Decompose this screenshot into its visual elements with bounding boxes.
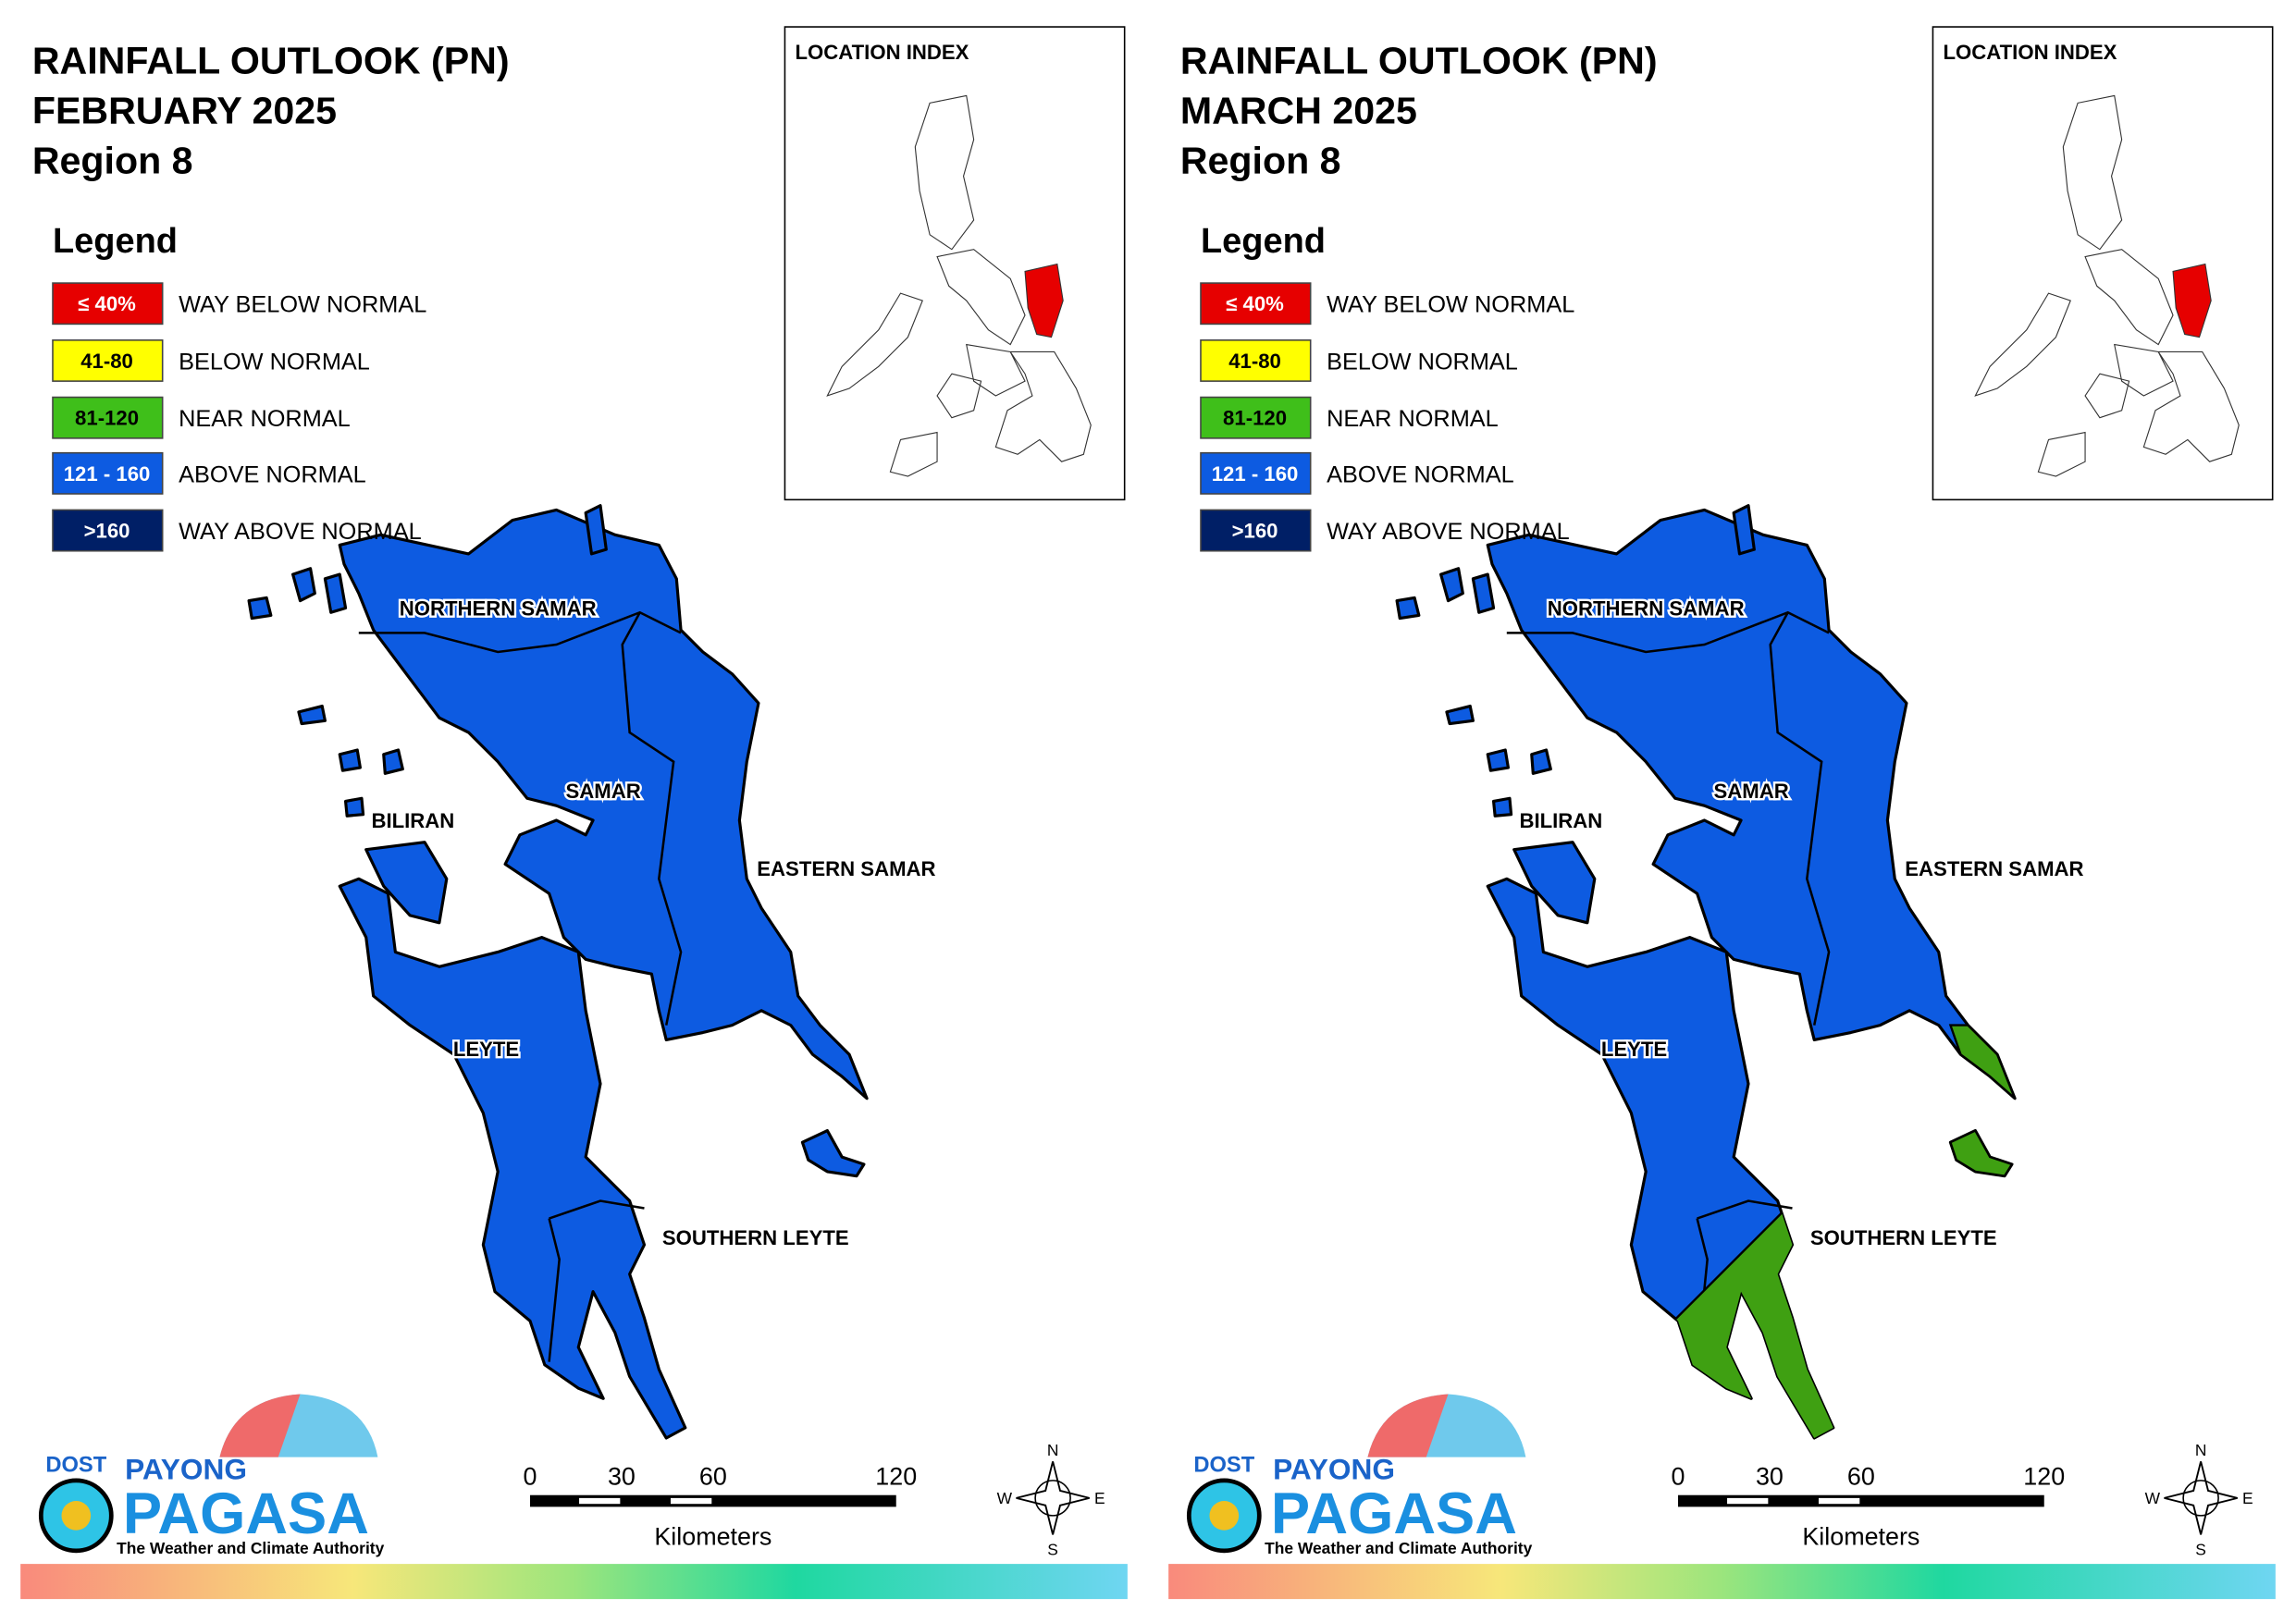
legend-range: ≤ 40% bbox=[1226, 292, 1284, 315]
legend-range: 41-80 bbox=[80, 350, 133, 373]
scale-bar-segment bbox=[1727, 1497, 1769, 1505]
legend-swatch bbox=[52, 339, 164, 382]
footer-gradient bbox=[1168, 1564, 2276, 1600]
compass-ring bbox=[2182, 1480, 2219, 1517]
map-title: FEBRUARY 2025 bbox=[32, 90, 337, 132]
compass-letter: N bbox=[1047, 1441, 1059, 1459]
province-label: BILIRAN bbox=[1519, 809, 1602, 832]
compass-letter: S bbox=[1047, 1541, 1058, 1559]
scale-bar-segment bbox=[670, 1497, 712, 1505]
province-label: EASTERN SAMAR bbox=[1905, 857, 2083, 880]
scale-bar bbox=[1678, 1494, 2044, 1507]
logo-tagline: The Weather and Climate Authority bbox=[1265, 1539, 1532, 1557]
scale-bar bbox=[530, 1494, 896, 1507]
province-label: LEYTE bbox=[453, 1038, 519, 1061]
near-normal-area bbox=[1948, 1024, 2017, 1177]
compass-letter: N bbox=[2195, 1441, 2207, 1459]
legend-label: WAY ABOVE NORMAL bbox=[179, 519, 422, 545]
location-index-title: LOCATION INDEX bbox=[796, 41, 969, 64]
legend-label: WAY BELOW NORMAL bbox=[179, 292, 426, 318]
map-title: Region 8 bbox=[1180, 139, 1341, 181]
panel: LOCATION INDEX RAINFALL OUTLOOK (PN) FEBRU… bbox=[20, 26, 1128, 1600]
compass-letter: W bbox=[997, 1489, 1013, 1507]
legend-swatch bbox=[1200, 451, 1312, 495]
legend-label: WAY ABOVE NORMAL bbox=[1327, 519, 1570, 545]
scale-tick-label: 120 bbox=[2023, 1463, 2065, 1491]
province-label: NORTHERN SAMAR bbox=[1548, 596, 1745, 620]
logo-agency: DOST bbox=[45, 1453, 106, 1477]
legend-swatch bbox=[52, 396, 164, 439]
scale-bar-segment bbox=[579, 1497, 621, 1505]
compass-letter: W bbox=[2145, 1489, 2161, 1507]
location-index-title: LOCATION INDEX bbox=[1944, 41, 2117, 64]
legend-range: ≤ 40% bbox=[78, 292, 136, 315]
logo-brand-top: PAYONG bbox=[125, 1452, 247, 1485]
logo-brand: PAGASA bbox=[1271, 1482, 1517, 1546]
scale-unit: Kilometers bbox=[1802, 1523, 1920, 1551]
compass-rose bbox=[1016, 1461, 1090, 1535]
legend-range: 81-120 bbox=[1223, 407, 1287, 430]
province-label: LEYTE bbox=[1601, 1038, 1667, 1061]
legend-label: ABOVE NORMAL bbox=[1327, 461, 1514, 487]
legend-title: Legend bbox=[53, 222, 178, 261]
legend-range: >160 bbox=[84, 519, 130, 542]
scale-tick-label: 30 bbox=[608, 1463, 636, 1491]
compass-ring bbox=[1034, 1480, 1071, 1517]
logo-umbrella bbox=[219, 1394, 301, 1457]
scale-tick-label: 30 bbox=[1756, 1463, 1784, 1491]
legend-range: 121 - 160 bbox=[1212, 462, 1299, 486]
province-label: SAMAR bbox=[1714, 780, 1789, 803]
legend-label: BELOW NORMAL bbox=[1327, 349, 1518, 375]
logo-agency: DOST bbox=[1193, 1453, 1254, 1477]
legend-title: Legend bbox=[1201, 222, 1326, 261]
province-label: SAMAR bbox=[566, 780, 641, 803]
legend-label: BELOW NORMAL bbox=[179, 349, 370, 375]
region-map bbox=[249, 506, 867, 1438]
map-title: RAINFALL OUTLOOK (PN) bbox=[32, 40, 510, 82]
legend-swatch bbox=[52, 282, 164, 326]
scale-bar-segment bbox=[1818, 1497, 1860, 1505]
logo-brand: PAGASA bbox=[123, 1482, 369, 1546]
province-label: EASTERN SAMAR bbox=[757, 857, 935, 880]
legend-label: NEAR NORMAL bbox=[1327, 406, 1499, 432]
scale-unit: Kilometers bbox=[654, 1523, 772, 1551]
legend-label: NEAR NORMAL bbox=[179, 406, 351, 432]
compass-letter: E bbox=[2242, 1489, 2253, 1507]
compass-rose bbox=[2164, 1461, 2238, 1535]
panel: LOCATION INDEX RAINFALL OUTLOOK (PN) MARCH… bbox=[1168, 26, 2276, 1600]
legend-swatch bbox=[1200, 339, 1312, 382]
legend-range: 41-80 bbox=[1228, 350, 1281, 373]
legend-label: WAY BELOW NORMAL bbox=[1327, 292, 1574, 318]
legend-swatch bbox=[1200, 282, 1312, 326]
logo-seal bbox=[1209, 1501, 1240, 1531]
compass-letter: S bbox=[2195, 1541, 2206, 1559]
legend-swatch bbox=[52, 509, 164, 552]
scale-tick-label: 0 bbox=[524, 1463, 537, 1491]
logo-tagline: The Weather and Climate Authority bbox=[117, 1539, 384, 1557]
legend-range: 81-120 bbox=[75, 407, 139, 430]
province-label: NORTHERN SAMAR bbox=[400, 596, 597, 620]
scale-tick-label: 0 bbox=[1672, 1463, 1685, 1491]
map-title: RAINFALL OUTLOOK (PN) bbox=[1180, 40, 1658, 82]
legend-swatch bbox=[1200, 509, 1312, 552]
map-title: Region 8 bbox=[32, 139, 193, 181]
map-title: MARCH 2025 bbox=[1180, 90, 1417, 132]
legend-range: 121 - 160 bbox=[64, 462, 151, 486]
scale-tick-label: 60 bbox=[699, 1463, 727, 1491]
logo-seal bbox=[61, 1501, 92, 1531]
footer-gradient bbox=[20, 1564, 1128, 1600]
province-label: SOUTHERN LEYTE bbox=[662, 1226, 849, 1249]
logo-umbrella bbox=[1367, 1394, 1449, 1457]
logo-brand-top: PAYONG bbox=[1273, 1452, 1395, 1485]
legend-label: ABOVE NORMAL bbox=[179, 461, 366, 487]
legend-swatch bbox=[52, 451, 164, 495]
province-label: BILIRAN bbox=[371, 809, 454, 832]
legend-swatch bbox=[1200, 396, 1312, 439]
province-label: SOUTHERN LEYTE bbox=[1810, 1226, 1997, 1249]
scale-tick-label: 120 bbox=[875, 1463, 917, 1491]
legend-range: >160 bbox=[1232, 519, 1278, 542]
scale-tick-label: 60 bbox=[1847, 1463, 1875, 1491]
compass-letter: E bbox=[1094, 1489, 1105, 1507]
